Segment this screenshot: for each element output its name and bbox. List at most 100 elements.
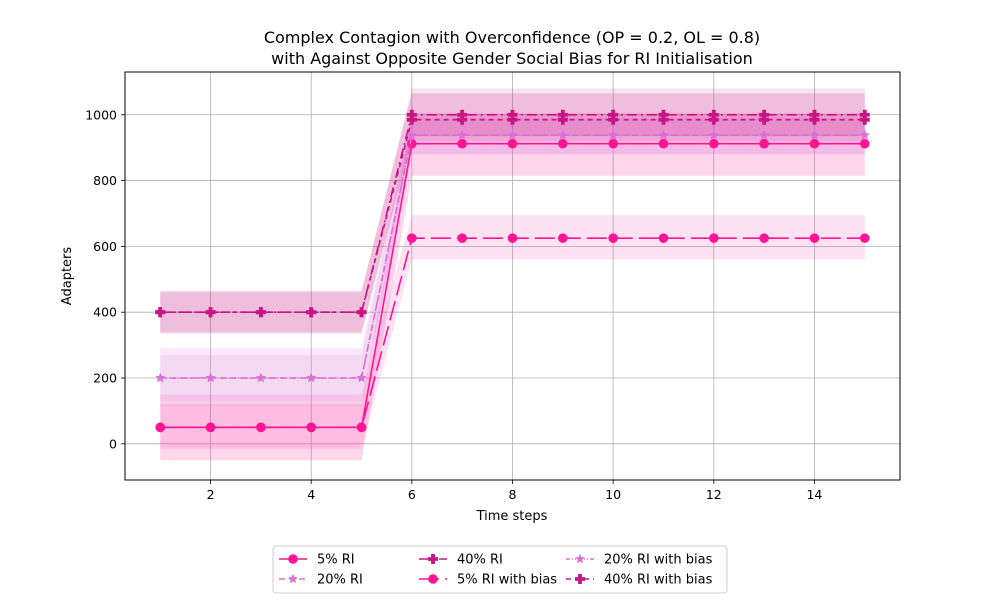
y-tick-label: 400 <box>93 305 117 320</box>
data-point-20pct-ri-with-bias <box>356 372 367 383</box>
plot-frame <box>124 71 901 481</box>
band-20pct-ri <box>160 118 865 406</box>
y-tick-label: 0 <box>109 436 117 451</box>
legend-marker <box>575 574 585 584</box>
data-point-5pct-ri-with-bias <box>708 233 719 243</box>
data-point-20pct-ri-with-bias <box>205 372 216 383</box>
x-tick-label: 10 <box>605 487 621 502</box>
data-point-5pct-ri-with-bias <box>507 233 518 243</box>
x-tick-label: 2 <box>207 487 215 502</box>
data-point-5pct-ri <box>859 138 870 149</box>
data-point-5pct-ri-with-bias <box>558 233 568 243</box>
data-point-5pct-ri <box>708 138 719 149</box>
data-point-40pct-ri-with-bias <box>406 114 417 125</box>
data-point-5pct-ri <box>407 138 417 149</box>
legend-label: 40% RI <box>457 553 503 568</box>
series-lines <box>155 109 870 433</box>
data-point-20pct-ri-with-bias <box>658 129 669 140</box>
data-point-5pct-ri-with-bias <box>608 233 618 243</box>
legend-item-20pct-ri: 20% RI <box>279 573 363 588</box>
legend-label: 5% RI <box>317 553 355 568</box>
legend-marker <box>288 554 298 564</box>
data-point-20pct-ri-with-bias <box>859 129 870 140</box>
x-tick-label: 6 <box>408 487 416 502</box>
data-point-40pct-ri-with-bias <box>809 114 820 125</box>
data-point-5pct-ri <box>608 138 618 149</box>
data-point-5pct-ri <box>759 138 769 149</box>
legend-item-5pct-ri: 5% RI <box>279 553 355 568</box>
legend: 5% RI 20% RI 40% RI 5% RI with bias 20% RI w… <box>272 545 728 594</box>
x-tick-label: 4 <box>307 487 315 502</box>
data-point-20pct-ri-with-bias <box>809 129 820 140</box>
data-point-40pct-ri-with-bias <box>507 114 518 125</box>
legend-item-5pct-ri-with-bias: 5% RI with bias <box>419 573 557 588</box>
data-point-5pct-ri-with-bias <box>205 422 216 433</box>
data-point-20pct-ri-with-bias <box>557 129 568 140</box>
data-point-20pct-ri-with-bias <box>759 129 770 140</box>
legend-label: 20% RI with bias <box>604 553 713 568</box>
legend-item-40pct-ri-with-bias: 40% RI with bias <box>566 573 713 588</box>
data-point-5pct-ri <box>457 138 467 149</box>
data-point-40pct-ri-with-bias <box>155 307 166 318</box>
data-point-5pct-ri-with-bias <box>759 233 769 243</box>
legend-item-40pct-ri: 40% RI <box>419 553 503 568</box>
data-point-20pct-ri-with-bias <box>608 129 619 140</box>
chart-title-line-1: Complex Contagion with Overconfidence (O… <box>264 28 760 47</box>
data-point-20pct-ri-with-bias <box>255 372 266 383</box>
data-point-5pct-ri-with-bias <box>457 233 467 243</box>
legend-marker <box>575 553 585 564</box>
legend-item-20pct-ri-with-bias: 20% RI with bias <box>566 553 713 568</box>
data-point-20pct-ri-with-bias <box>306 372 317 383</box>
band-5pct-ri-with-bias <box>160 215 865 449</box>
data-point-40pct-ri-with-bias <box>356 307 367 318</box>
y-tick-label: 1000 <box>85 107 117 122</box>
y-tick-label: 200 <box>93 371 117 386</box>
axes: 2 4 6 8 10 12 14 0 200 400 600 800 1000 <box>85 107 822 502</box>
series-5pct-ri-with-bias <box>155 233 870 433</box>
data-point-5pct-ri-with-bias <box>658 233 669 243</box>
data-point-20pct-ri-with-bias <box>708 129 719 140</box>
data-point-5pct-ri-with-bias <box>306 422 317 433</box>
data-point-5pct-ri-with-bias <box>809 233 820 243</box>
data-point-40pct-ri-with-bias <box>457 114 468 125</box>
legend-marker <box>288 573 298 584</box>
data-point-20pct-ri-with-bias <box>155 372 166 383</box>
legend-label: 20% RI <box>317 573 363 588</box>
chart-title-line-2: with Against Opposite Gender Social Bias… <box>271 49 753 68</box>
data-point-5pct-ri-with-bias <box>356 422 367 433</box>
data-point-5pct-ri-with-bias <box>256 422 266 433</box>
x-tick-label: 14 <box>806 487 822 502</box>
data-point-40pct-ri-with-bias <box>859 114 870 125</box>
legend-label: 5% RI with bias <box>457 573 557 588</box>
data-point-40pct-ri-with-bias <box>658 114 669 125</box>
band-5pct-ri <box>160 113 865 461</box>
data-point-40pct-ri-with-bias <box>557 114 568 125</box>
data-point-5pct-ri-with-bias <box>155 422 166 433</box>
y-axis-label: Adapters <box>60 247 75 306</box>
series-20pct-ri-with-bias <box>155 129 870 383</box>
legend-box <box>272 545 728 594</box>
x-axis-label: Time steps <box>476 509 548 524</box>
data-point-40pct-ri-with-bias <box>205 307 216 318</box>
data-point-5pct-ri <box>507 138 518 149</box>
data-point-20pct-ri-with-bias <box>406 129 417 140</box>
data-point-40pct-ri-with-bias <box>255 307 266 318</box>
band-40pct-ri <box>160 93 865 334</box>
series-line-20pct-ri <box>160 134 865 379</box>
x-tick-label: 12 <box>706 487 722 502</box>
legend-marker <box>428 574 438 584</box>
data-point-20pct-ri-with-bias <box>457 129 468 140</box>
legend-marker <box>428 554 438 564</box>
data-point-40pct-ri-with-bias <box>708 114 719 125</box>
legend-label: 40% RI with bias <box>604 573 713 588</box>
data-point-5pct-ri-with-bias <box>407 233 417 243</box>
data-point-5pct-ri <box>809 138 820 149</box>
series-40pct-ri-with-bias <box>155 114 870 318</box>
data-point-5pct-ri-with-bias <box>859 233 870 243</box>
y-tick-label: 800 <box>93 173 117 188</box>
series-line-40pct-ri-with-bias <box>160 118 865 313</box>
y-tick-label: 600 <box>93 239 117 254</box>
data-point-40pct-ri-with-bias <box>306 307 317 318</box>
